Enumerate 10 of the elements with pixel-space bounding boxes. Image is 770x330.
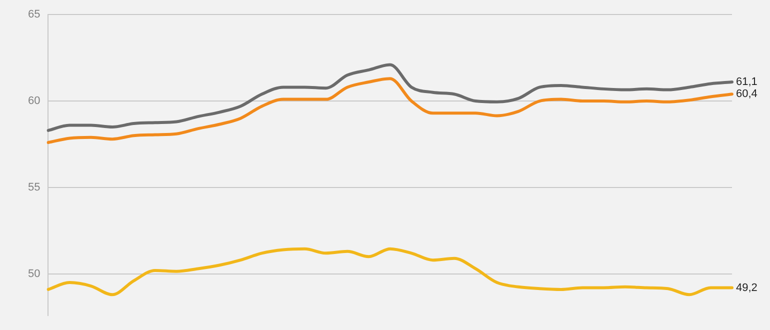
- data-label: 61,1: [736, 76, 758, 88]
- y-tick-label: 65: [28, 8, 40, 21]
- y-tick-label: 50: [28, 268, 40, 280]
- y-tick-label: 60: [28, 95, 40, 108]
- data-label: 60,4: [736, 88, 758, 100]
- data-label: 49,2: [736, 282, 758, 294]
- line-series: [46, 77, 734, 144]
- line-series: [46, 63, 734, 132]
- line-series: [46, 247, 734, 296]
- y-tick-label: 55: [28, 182, 40, 194]
